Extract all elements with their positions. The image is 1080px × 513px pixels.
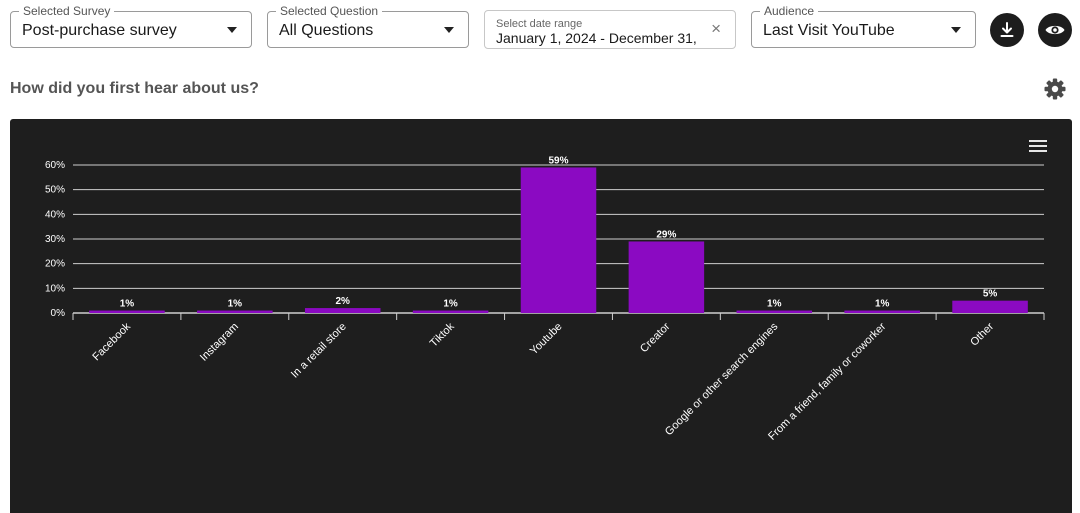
caret-down-icon[interactable] — [227, 27, 237, 33]
data-label: 1% — [875, 299, 890, 310]
y-tick-label: 0% — [51, 308, 66, 319]
bar[interactable] — [89, 310, 165, 313]
y-tick-label: 40% — [45, 209, 65, 220]
data-label: 1% — [443, 299, 458, 310]
data-label: 2% — [335, 296, 350, 307]
x-tick-label: From a friend, family or coworker — [766, 320, 888, 442]
audience-select-label: Audience — [760, 5, 819, 18]
date-range-value: January 1, 2024 - December 31, 2 — [496, 30, 700, 46]
x-tick-label: Other — [968, 320, 996, 348]
data-label: 59% — [548, 155, 568, 166]
x-tick-label: Facebook — [90, 320, 133, 363]
audience-select[interactable]: Audience Last Visit YouTube — [751, 5, 976, 48]
survey-select-value: Post-purchase survey — [22, 22, 177, 39]
data-label: 29% — [656, 229, 676, 240]
bar[interactable] — [952, 300, 1028, 313]
x-tick-label: Instagram — [198, 321, 241, 364]
eye-icon — [1045, 25, 1065, 35]
survey-select-label: Selected Survey — [19, 5, 115, 18]
download-button[interactable] — [990, 13, 1024, 47]
x-tick-label: In a retail store — [289, 321, 349, 381]
download-icon — [1000, 22, 1014, 37]
bar[interactable] — [304, 308, 381, 313]
bar[interactable] — [736, 310, 813, 313]
bar[interactable] — [520, 167, 597, 313]
question-select-value: All Questions — [279, 22, 374, 39]
y-tick-label: 20% — [45, 259, 65, 270]
bar[interactable] — [412, 310, 489, 313]
x-tick-label: Youtube — [528, 321, 565, 358]
bar[interactable] — [844, 310, 920, 313]
data-label: 1% — [228, 299, 243, 310]
question-select-label: Selected Question — [276, 5, 383, 18]
x-tick-label: Google or other search engines — [663, 320, 781, 438]
question-select[interactable]: Selected Question All Questions — [267, 5, 469, 48]
data-label: 5% — [983, 289, 998, 300]
audience-select-value: Last Visit YouTube — [763, 22, 895, 39]
bar[interactable] — [197, 310, 273, 313]
caret-down-icon[interactable] — [951, 27, 961, 33]
date-range-picker[interactable]: Select date range January 1, 2024 - Dece… — [484, 10, 736, 49]
x-tick-label: Creator — [638, 320, 673, 355]
y-tick-label: 50% — [45, 185, 65, 196]
question-title: How did you first hear about us? — [10, 80, 259, 97]
caret-down-icon[interactable] — [444, 27, 454, 33]
data-label: 1% — [767, 299, 782, 310]
y-tick-label: 30% — [45, 234, 65, 245]
gear-icon[interactable] — [1043, 77, 1067, 101]
y-tick-label: 10% — [45, 283, 65, 294]
hamburger-menu-icon[interactable] — [1029, 140, 1047, 156]
bar[interactable] — [628, 241, 705, 313]
data-label: 1% — [120, 299, 135, 310]
bar-chart: 0% 10% 20% 30% 40% 50% 60% 1% Facebook 1% Instagra… — [45, 155, 1045, 443]
survey-select[interactable]: Selected Survey Post-purchase survey — [10, 5, 252, 48]
date-range-label: Select date range — [496, 18, 583, 30]
filter-bar: Selected Survey Post-purchase survey Sel… — [0, 0, 1080, 64]
view-button[interactable] — [1038, 13, 1072, 47]
chart-panel: 0% 10% 20% 30% 40% 50% 60% 1% Facebook 1% Instagra… — [10, 119, 1072, 513]
close-icon[interactable]: × — [711, 19, 721, 38]
y-tick-label: 60% — [45, 160, 65, 171]
x-tick-label: Tiktok — [428, 320, 457, 349]
